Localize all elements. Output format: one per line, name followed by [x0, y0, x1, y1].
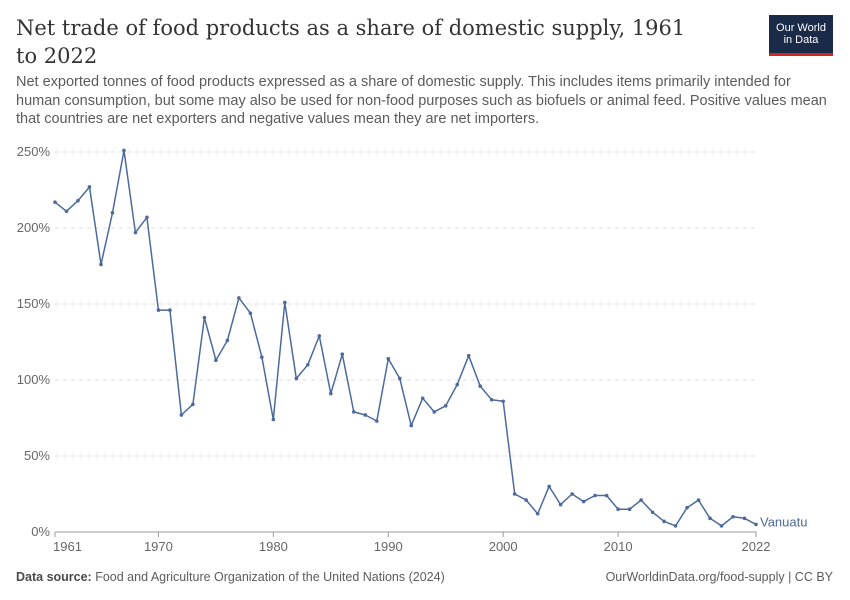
x-tick-label: 1980 [259, 539, 288, 554]
series-label: Vanuatu [760, 514, 807, 529]
data-point [535, 511, 540, 516]
data-point [283, 300, 287, 305]
data-point [512, 492, 517, 496]
data-point [133, 230, 138, 235]
data-point [363, 413, 368, 417]
data-point [351, 410, 356, 414]
data-point [409, 423, 414, 428]
logo-line-1: Our World [776, 22, 826, 34]
data-point [99, 262, 103, 267]
data-point [110, 211, 115, 215]
y-tick-label: 100% [17, 372, 51, 387]
data-point [489, 397, 494, 402]
data-point [294, 376, 299, 381]
data-point [639, 498, 643, 502]
data-point [742, 516, 747, 521]
series-line [54, 149, 757, 527]
data-point [179, 413, 184, 417]
data-point [432, 410, 437, 414]
data-point [593, 493, 597, 498]
data-point [547, 484, 551, 489]
line-chart: 0% 50% 100% 150% 200% 250% 1961 1970 1980 1990 200… [17, 144, 808, 554]
data-point [466, 353, 471, 358]
x-tick-label: 1970 [144, 539, 173, 554]
data-point [374, 419, 379, 423]
data-point [685, 505, 689, 510]
x-tick-label: 1961 [53, 539, 82, 554]
logo-line-2: in Data [783, 34, 819, 46]
y-tick-label: 250% [17, 144, 51, 159]
data-point [604, 493, 609, 498]
data-point [87, 185, 92, 189]
data-point [696, 498, 701, 502]
data-point [248, 311, 253, 315]
x-tick-label: 2000 [489, 539, 518, 554]
data-point [754, 522, 758, 527]
data-point [581, 499, 586, 504]
y-tick-label: 50% [24, 448, 50, 463]
y-tick-label: 150% [17, 296, 51, 311]
x-tick-label: 1990 [374, 539, 403, 554]
footer-link[interactable]: OurWorldinData.org/food-supply | CC BY [605, 570, 833, 584]
data-point [64, 209, 69, 214]
data-point [168, 308, 172, 312]
owid-logo[interactable]: Our World in Data [769, 15, 833, 56]
data-source-label: Data source: [16, 570, 92, 584]
data-point [501, 399, 505, 404]
data-point [340, 352, 345, 356]
data-point [271, 417, 276, 422]
data-point [570, 492, 574, 496]
y-tick-label: 0% [31, 524, 50, 539]
x-tick-label: 2022 [742, 539, 771, 554]
data-point [650, 510, 655, 515]
chart-subtitle: Net exported tonnes of food products exp… [16, 74, 827, 127]
x-tick-label: 2010 [604, 539, 633, 554]
data-point [202, 315, 207, 320]
data-point [237, 296, 241, 300]
data-point [145, 215, 149, 220]
data-point [708, 516, 712, 521]
data-point [627, 507, 632, 512]
data-point [397, 376, 402, 381]
data-point [558, 502, 563, 507]
data-point [122, 148, 126, 153]
data-point [306, 363, 310, 367]
chart-title: Net trade of food products as a share of… [16, 16, 686, 68]
y-tick-label: 200% [17, 220, 51, 235]
data-point [191, 402, 195, 407]
data-point [443, 404, 448, 408]
data-point [719, 524, 724, 528]
data-point [455, 382, 460, 387]
data-point [662, 519, 666, 524]
data-source-text[interactable]: Food and Agriculture Organization of the… [95, 570, 445, 584]
data-source: Data source: Food and Agriculture Organi… [16, 570, 445, 584]
data-point [673, 524, 678, 528]
data-point [156, 308, 161, 312]
data-point [317, 334, 322, 338]
data-point [616, 507, 620, 512]
data-point [214, 358, 218, 363]
data-point [76, 198, 80, 203]
data-point [225, 338, 230, 343]
data-point [478, 384, 482, 388]
data-point [386, 356, 391, 361]
data-point [260, 355, 264, 360]
data-point [53, 200, 57, 204]
data-point [731, 515, 735, 519]
data-point [420, 396, 425, 401]
data-point [524, 498, 528, 502]
data-point [329, 391, 333, 396]
